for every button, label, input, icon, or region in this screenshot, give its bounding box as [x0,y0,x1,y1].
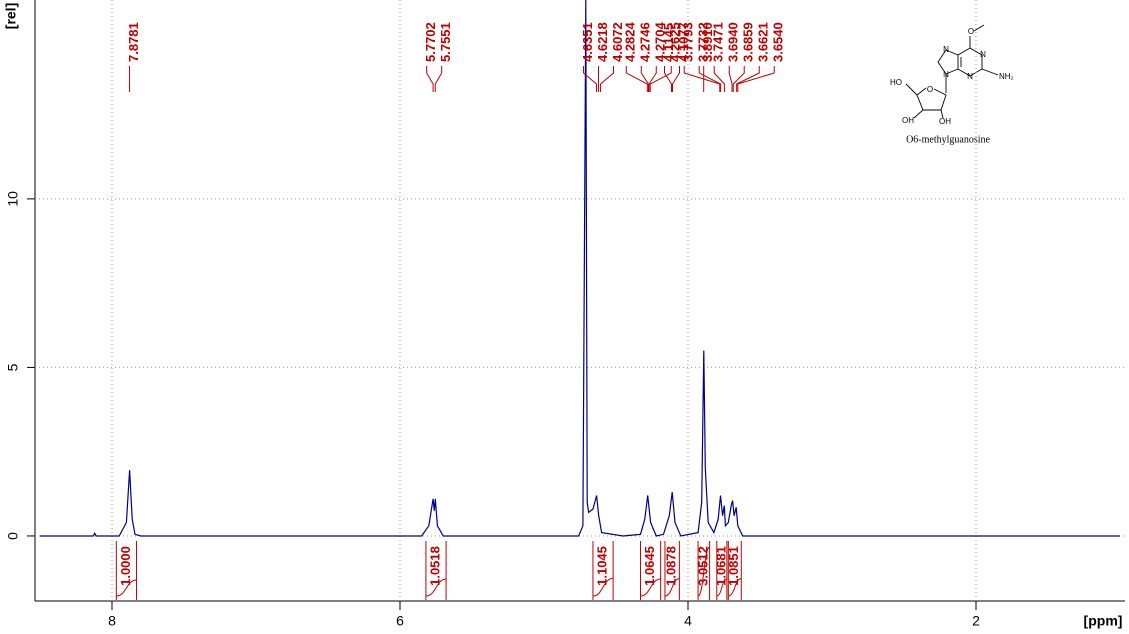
peak-leader [732,66,745,92]
x-tick-label: 8 [108,613,116,629]
atom-label: N [967,72,973,81]
peak-label: 3.6859 [741,22,756,62]
peak-leader [583,66,598,92]
y-axis-label: [rel] [3,3,19,29]
peak-leader [649,66,672,92]
peak-leader [713,66,725,92]
integral-curve [592,577,614,597]
atom-label: N [980,50,986,59]
peak-label: 4.6218 [595,22,610,62]
integral-label: 1.0645 [642,546,657,586]
peak-label: 4.2824 [623,21,638,62]
peak-label: 4.6351 [580,22,595,62]
integral-label: 1.0681 [713,546,728,586]
peak-label: 3.7471 [711,22,726,62]
atom-label: O [927,85,933,94]
x-tick-label: 4 [684,613,692,629]
peak-label: 4.2625 [668,22,683,62]
peak-label: 4.1077 [676,22,691,62]
x-axis-label: [ppm] [1084,613,1123,629]
y-tick-label: 10 [5,191,21,207]
peak-label: 7.8781 [126,22,141,62]
peak-label: 5.7702 [423,22,438,62]
integral-label: 1.0851 [726,546,741,586]
peak-label: 4.6072 [610,22,625,62]
peak-label: 4.2746 [638,22,653,62]
spectrum-line [40,0,1120,537]
integral-curve [640,578,661,597]
peak-leader [736,66,760,92]
peak-leader [728,66,733,92]
peak-label: 3.6540 [771,22,786,62]
atom-label: HO [890,78,902,87]
structure-caption: O6-methylguanosine [906,134,990,145]
peak-leader [737,66,775,92]
peak-label: 4.2704 [653,21,668,62]
atom-label: N [943,70,949,79]
integral-curve [664,578,680,597]
peak-label: 3.7732 [696,22,711,62]
integral-curve [728,578,742,597]
y-tick-label: 5 [5,363,21,371]
peak-leader [600,66,615,92]
peak-leader [648,66,657,92]
peak-leader [683,66,721,92]
peak-leader [640,66,649,92]
integral-label: 1.1045 [594,546,609,586]
peak-leader [698,66,722,92]
peak-label: 4.1145 [661,23,676,62]
atom-label: NH₂ [999,72,1014,81]
x-tick-label: 2 [972,613,980,629]
peak-leader [426,66,434,92]
integral-label: 1.0878 [664,546,679,586]
integral-curve [116,579,137,597]
peak-leader [434,66,443,92]
integral-label: 3.0512 [695,546,710,586]
integral-curve [425,578,447,597]
integral-label: 1.0518 [427,546,442,586]
peak-leader [664,66,673,92]
integral-curve [716,578,728,597]
x-tick-label: 6 [396,613,404,629]
atom-label: O [968,27,974,36]
y-tick-label: 0 [5,532,21,540]
peak-label: 3.8910 [700,22,715,62]
peak-leader [671,66,681,92]
peak-label: 3.6621 [756,22,771,62]
peak-leader [625,66,648,92]
atom-label: OH [902,116,914,125]
atom-label: OH [939,117,951,126]
molecule [905,24,999,119]
peak-label: 3.7793 [681,22,696,62]
integral-curve [697,546,711,597]
peak-label: 3.6940 [726,22,741,62]
peak-label: 5.7551 [438,22,453,62]
atom-label: N [943,45,949,54]
integral-label: 1.0000 [118,546,133,586]
